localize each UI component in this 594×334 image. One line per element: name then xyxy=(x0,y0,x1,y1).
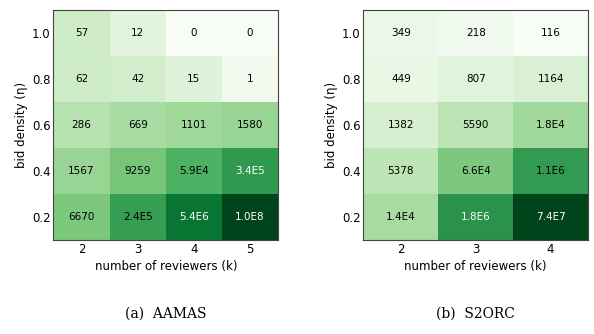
Bar xyxy=(222,56,278,102)
Text: 349: 349 xyxy=(391,28,411,38)
Bar xyxy=(110,10,166,56)
Text: 449: 449 xyxy=(391,74,411,84)
Bar xyxy=(166,102,222,148)
Bar xyxy=(53,148,110,194)
Text: 1567: 1567 xyxy=(68,166,95,176)
Bar xyxy=(166,148,222,194)
Text: 1.8E4: 1.8E4 xyxy=(536,120,565,130)
Text: 1: 1 xyxy=(247,74,253,84)
Bar xyxy=(513,56,588,102)
Text: 5.4E6: 5.4E6 xyxy=(179,212,208,222)
Text: 15: 15 xyxy=(187,74,200,84)
X-axis label: number of reviewers (k): number of reviewers (k) xyxy=(94,261,237,274)
Text: 1.1E6: 1.1E6 xyxy=(536,166,565,176)
Text: 57: 57 xyxy=(75,28,88,38)
Bar xyxy=(364,148,438,194)
Bar xyxy=(110,148,166,194)
Bar xyxy=(513,10,588,56)
Bar xyxy=(53,194,110,240)
Bar xyxy=(166,56,222,102)
Bar xyxy=(438,102,513,148)
Text: 1382: 1382 xyxy=(388,120,414,130)
Bar xyxy=(364,102,438,148)
Bar xyxy=(438,194,513,240)
Bar xyxy=(438,148,513,194)
Text: 1.8E6: 1.8E6 xyxy=(461,212,491,222)
Bar xyxy=(53,102,110,148)
Bar xyxy=(222,102,278,148)
Bar xyxy=(513,148,588,194)
Text: 1101: 1101 xyxy=(181,120,207,130)
Text: 0: 0 xyxy=(191,28,197,38)
Text: 12: 12 xyxy=(131,28,144,38)
Bar xyxy=(364,10,438,56)
X-axis label: number of reviewers (k): number of reviewers (k) xyxy=(405,261,547,274)
Text: 5378: 5378 xyxy=(388,166,414,176)
Text: 286: 286 xyxy=(72,120,91,130)
Text: 116: 116 xyxy=(541,28,561,38)
Bar xyxy=(222,10,278,56)
Bar xyxy=(166,194,222,240)
Bar xyxy=(513,194,588,240)
Text: 62: 62 xyxy=(75,74,88,84)
Text: 5.9E4: 5.9E4 xyxy=(179,166,208,176)
Bar xyxy=(53,56,110,102)
Bar xyxy=(110,194,166,240)
Text: 0: 0 xyxy=(247,28,253,38)
Bar xyxy=(222,194,278,240)
Text: (a)  AAMAS: (a) AAMAS xyxy=(125,307,207,321)
Bar xyxy=(438,56,513,102)
Text: 669: 669 xyxy=(128,120,148,130)
Text: 2.4E5: 2.4E5 xyxy=(123,212,153,222)
Bar xyxy=(222,148,278,194)
Text: 1.4E4: 1.4E4 xyxy=(386,212,416,222)
Text: 218: 218 xyxy=(466,28,486,38)
Text: 7.4E7: 7.4E7 xyxy=(536,212,565,222)
Text: (b)  S2ORC: (b) S2ORC xyxy=(437,307,515,321)
Text: 1164: 1164 xyxy=(538,74,564,84)
Text: 6670: 6670 xyxy=(68,212,94,222)
Text: 3.4E5: 3.4E5 xyxy=(235,166,265,176)
Bar xyxy=(166,10,222,56)
Bar xyxy=(53,10,110,56)
Bar xyxy=(438,10,513,56)
Text: 807: 807 xyxy=(466,74,486,84)
Bar xyxy=(364,194,438,240)
Bar xyxy=(513,102,588,148)
Text: 1.0E8: 1.0E8 xyxy=(235,212,265,222)
Text: 9259: 9259 xyxy=(125,166,151,176)
Y-axis label: bid density (η): bid density (η) xyxy=(15,82,28,168)
Text: 6.6E4: 6.6E4 xyxy=(461,166,491,176)
Bar xyxy=(364,56,438,102)
Text: 1580: 1580 xyxy=(237,120,263,130)
Text: 42: 42 xyxy=(131,74,144,84)
Y-axis label: bid density (η): bid density (η) xyxy=(325,82,338,168)
Bar xyxy=(110,56,166,102)
Text: 5590: 5590 xyxy=(463,120,489,130)
Bar xyxy=(110,102,166,148)
